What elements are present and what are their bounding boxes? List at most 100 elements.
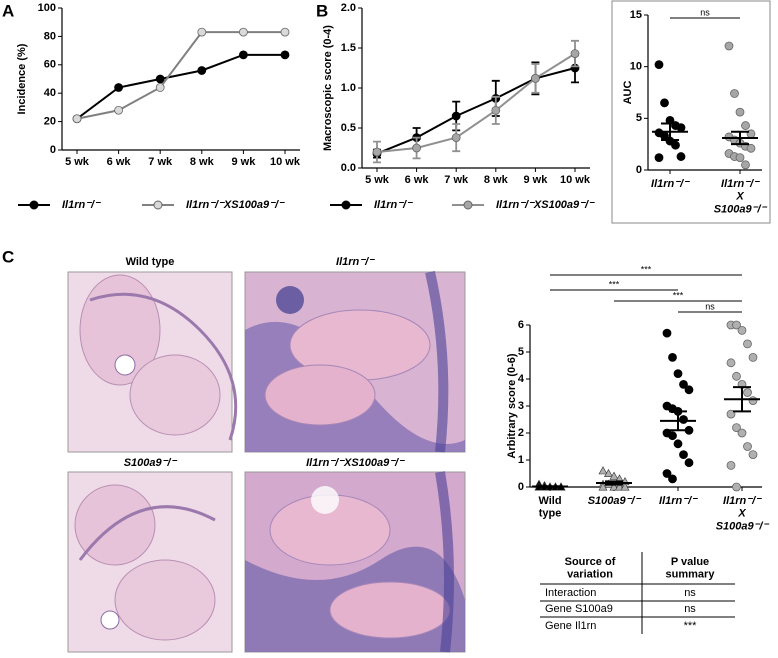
data-point [684, 385, 694, 395]
data-point [238, 27, 248, 37]
y-tick-label: 60 [44, 59, 56, 71]
panel-label: A [2, 1, 14, 20]
legend-label: Il1rn⁻/⁻ [62, 199, 101, 211]
data-point [741, 121, 750, 130]
x-tick-label: 9 wk [523, 174, 548, 186]
legend-marker [341, 200, 351, 210]
data-point [673, 439, 683, 449]
y-axis-label: Arbitrary score (0-6) [506, 353, 518, 458]
legend-label: Il1rn⁻/⁻ [374, 199, 413, 211]
x-tick-label: Il1rn⁻/⁻ X S100a9⁻/⁻ [714, 178, 768, 215]
image-label: S100a9⁻/⁻ [124, 457, 178, 469]
data-point [737, 428, 747, 438]
data-point [679, 379, 688, 389]
histology-image [67, 471, 233, 653]
sem-bar [541, 485, 559, 488]
data-point [603, 468, 614, 477]
sem-bar [733, 386, 751, 413]
table-cell: Interaction [545, 587, 596, 599]
data-point [197, 66, 207, 75]
y-tick-label: 5 [518, 346, 524, 358]
stats-table: Source of variation P value summary Intera… [540, 552, 735, 634]
x-tick-label: 8 wk [484, 174, 509, 186]
legend-label: Il1rn⁻/⁻XS100a9⁻/⁻ [496, 199, 595, 211]
x-tick-label: Wild type [538, 495, 561, 520]
histology-image [244, 270, 466, 453]
y-tick-label: 0.5 [341, 122, 356, 134]
data-point [598, 482, 608, 491]
data-point [748, 352, 758, 362]
x-tick-label: 10 wk [560, 174, 591, 186]
x-tick-label: 6 wk [405, 174, 430, 186]
data-point [735, 107, 745, 117]
x-tick-label: 8 wk [190, 156, 215, 168]
x-tick-label: S100a9⁻/⁻ [588, 495, 642, 507]
sem-bar [731, 130, 749, 146]
table-cell: Gene Il1rn [545, 620, 596, 632]
data-point [748, 396, 758, 406]
y-tick-label: 1.5 [341, 42, 356, 54]
significance-label: ns [700, 7, 710, 17]
data-point [114, 105, 123, 115]
x-tick-label: 6 wk [107, 156, 132, 168]
data-point [654, 60, 664, 69]
data-point [668, 431, 677, 441]
data-point [684, 458, 694, 468]
legend-label: Il1rn⁻/⁻XS100a9⁻/⁻ [186, 199, 285, 211]
data-point [451, 111, 461, 121]
data-point [114, 83, 123, 92]
data-point [746, 143, 756, 153]
data-point [155, 83, 165, 92]
x-tick-label: 7 wk [444, 174, 469, 186]
y-tick-label: 6 [518, 319, 524, 331]
y-tick-label: 3 [518, 400, 524, 412]
data-point [732, 320, 741, 330]
data-point [372, 147, 382, 157]
significance-label: *** [609, 279, 620, 289]
legend-marker [29, 200, 39, 210]
panel-frame [611, 0, 771, 224]
table-cell: *** [684, 620, 698, 632]
y-tick-label: 0 [50, 144, 56, 156]
sem-bar [605, 480, 623, 486]
data-point [609, 471, 619, 480]
data-point [724, 41, 734, 51]
significance-label: ns [705, 301, 715, 311]
panel-label: B [316, 1, 328, 20]
data-point [748, 450, 758, 460]
legend-marker [153, 200, 163, 210]
significance-label: *** [673, 290, 684, 300]
series-line [376, 67, 576, 155]
data-point [609, 482, 619, 491]
data-point [570, 49, 580, 58]
data-point [662, 328, 672, 338]
data-point [654, 153, 664, 163]
y-tick-label: 0 [518, 481, 524, 493]
data-point [673, 369, 683, 379]
legend-marker [463, 200, 473, 210]
data-point [451, 133, 461, 143]
sem-bar [669, 410, 687, 432]
y-tick-label: 80 [44, 30, 56, 42]
data-point [730, 89, 739, 98]
data-point [662, 469, 672, 478]
y-axis-label: Macroscopic score (0-4) [322, 25, 334, 151]
table-cell: ns [684, 587, 696, 599]
data-point [732, 371, 741, 381]
histology-images [67, 270, 466, 653]
data-point [679, 415, 688, 424]
histology-image [244, 471, 466, 653]
sem-bar [661, 122, 679, 142]
y-tick-label: 40 [44, 87, 56, 99]
data-point [72, 114, 82, 124]
data-point [412, 143, 422, 153]
image-label: Il1rn⁻/⁻ [336, 256, 375, 268]
data-point [620, 482, 630, 491]
data-point [676, 123, 686, 133]
y-tick-label: 1 [518, 454, 524, 466]
panel-label: C [2, 247, 14, 266]
data-point [679, 450, 688, 460]
histology-image [67, 271, 238, 453]
x-tick-label: Il1rn⁻/⁻ X S100a9⁻/⁻ [716, 495, 770, 532]
